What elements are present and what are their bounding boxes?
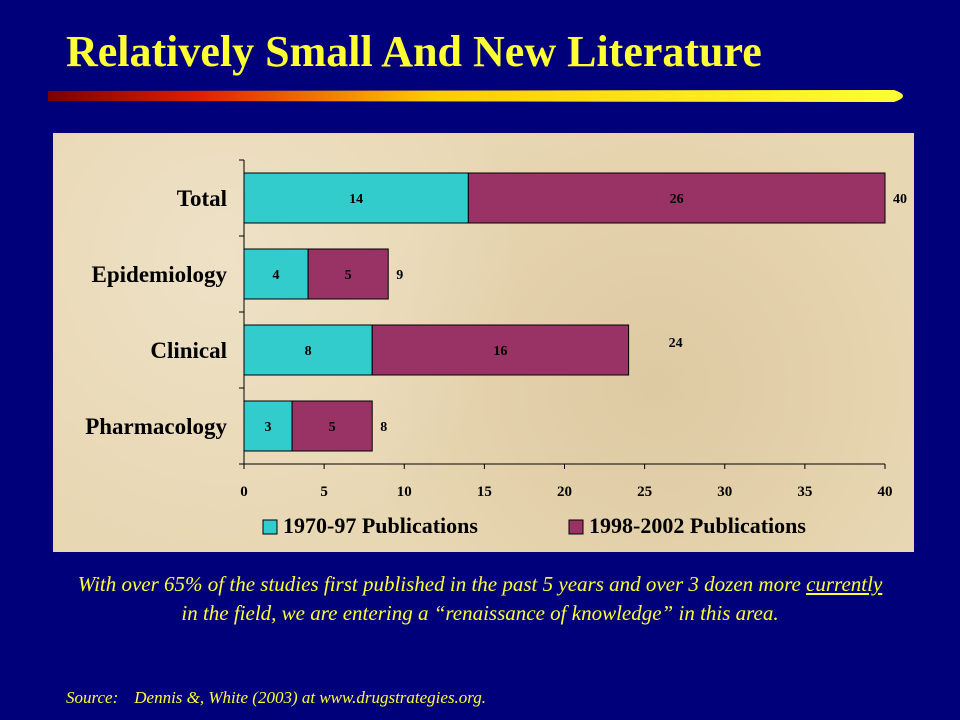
chart-labels: Total 14 26 40 Epidemiology 4 5 9 Clinical 8 16 24 P…	[85, 186, 907, 439]
stacked-bar-chart: 0 5 10 15 20 25 30 35 40 Total 14 26 40Epidemiology…	[85, 159, 907, 538]
title-underline-bar	[48, 90, 903, 102]
category-label: Epidemiology	[92, 262, 228, 287]
x-tick-label: 25	[637, 484, 652, 500]
x-tick-label: 5	[320, 484, 328, 500]
x-tick-label: 0	[240, 484, 248, 500]
bar-segment	[243, 172, 469, 224]
x-tick-label: 40	[878, 484, 893, 500]
x-tick-label: 35	[797, 484, 812, 500]
caption-text-start: With over 65% of the studies first publi…	[77, 572, 807, 596]
x-tick-label: 30	[717, 484, 732, 500]
x-tick-label: 10	[397, 484, 412, 500]
caption-text-end: in the field, we are entering a “renaiss…	[181, 601, 779, 625]
slide-title: Relatively Small And New Literature	[66, 27, 762, 76]
data-label: 16	[493, 344, 507, 359]
bar-segment	[243, 248, 309, 300]
legend-label-1970: 1970-97 Publications	[283, 513, 478, 538]
chart-legend: 1970-97 Publications 1998-2002 Publicatio…	[262, 513, 806, 538]
data-label: 4	[273, 268, 280, 283]
legend-swatch-1970	[262, 519, 278, 535]
total-label: 40	[893, 192, 907, 207]
bar-segment	[243, 324, 373, 376]
legend-label-1998: 1998-2002 Publications	[589, 513, 806, 538]
source-text: Dennis &, White (2003) at www.drugstrate…	[134, 688, 487, 707]
data-label: 14	[349, 192, 363, 207]
total-label: 8	[380, 420, 387, 435]
category-label: Pharmacology	[85, 414, 227, 439]
caption-underlined-word: currently	[806, 572, 883, 596]
chart-panel: 0 5 10 15 20 25 30 35 40 Total 14 26 40 Epidemiology…	[53, 133, 914, 552]
x-tick-label: 20	[557, 484, 572, 500]
bar-segment	[291, 400, 373, 452]
caption: With over 65% of the studies first publi…	[70, 570, 890, 628]
data-label: 26	[670, 192, 684, 207]
total-label: 24	[669, 336, 683, 351]
data-label: 5	[329, 420, 336, 435]
total-label: 9	[396, 268, 403, 283]
source-label: Source:	[66, 688, 119, 707]
x-tick-label: 15	[477, 484, 492, 500]
chart-bars	[243, 172, 886, 452]
source-line: Source: Dennis &, White (2003) at www.dru…	[66, 688, 486, 708]
category-label: Clinical	[150, 338, 227, 363]
data-label: 5	[345, 268, 352, 283]
bar-segment	[371, 324, 630, 376]
bar-segment	[243, 400, 293, 452]
data-label: 3	[265, 420, 272, 435]
bar-segment	[307, 248, 389, 300]
bar-segment	[467, 172, 886, 224]
chart-axes: 0 5 10 15 20 25 30 35 40	[239, 159, 893, 500]
category-label: Total	[177, 186, 227, 211]
legend-swatch-1998	[568, 519, 584, 535]
data-label: 8	[305, 344, 312, 359]
